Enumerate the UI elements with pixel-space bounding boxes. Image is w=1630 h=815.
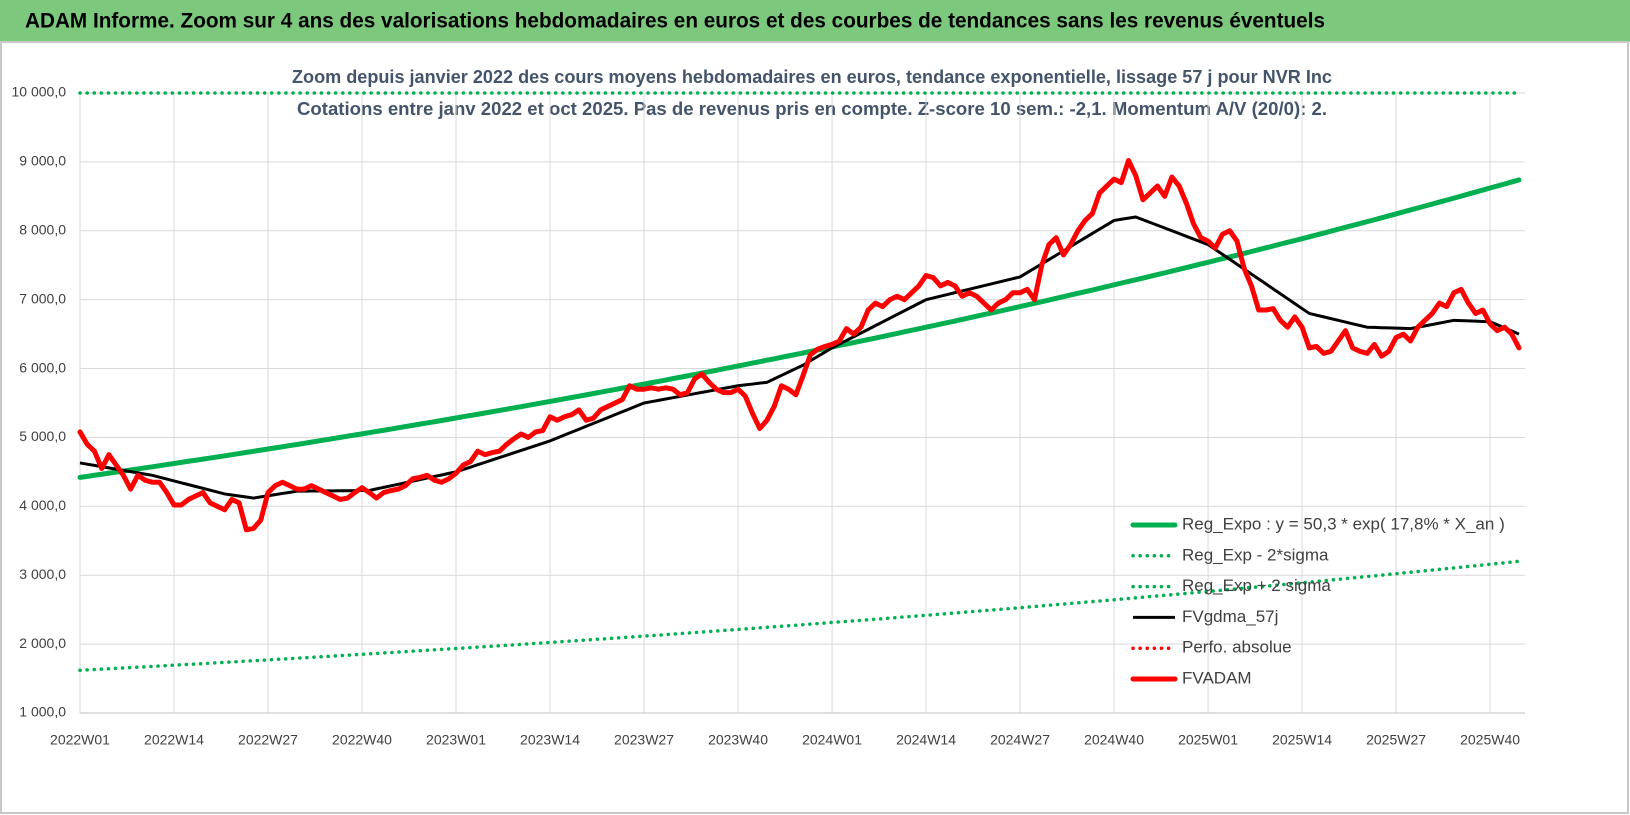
x-tick-label: 2024W01: [802, 732, 862, 748]
x-tick-label: 2023W01: [426, 732, 486, 748]
x-tick-label: 2025W14: [1272, 732, 1332, 748]
x-tick-label: 2023W40: [708, 732, 768, 748]
frame: [0, 41, 1629, 814]
y-tick-label: 9 000,0: [19, 153, 66, 169]
x-tick-label: 2022W14: [144, 732, 204, 748]
y-tick-label: 8 000,0: [19, 221, 66, 237]
series-line: [78, 559, 1521, 673]
x-tick-label: 2025W01: [1178, 732, 1238, 748]
chart-title: Zoom depuis janvier 2022 des cours moyen…: [292, 67, 1332, 87]
y-tick-label: 7 000,0: [19, 290, 66, 306]
y-tick-label: 2 000,0: [19, 635, 66, 651]
x-tick-label: 2022W27: [238, 732, 298, 748]
y-tick-label: 5 000,0: [19, 428, 66, 444]
x-tick-label: 2024W27: [990, 732, 1050, 748]
legend: Reg_Expo : y = 50,3 * exp( 17,8% * X_an …: [1130, 514, 1505, 687]
y-tick-label: 6 000,0: [19, 359, 66, 375]
legend-label: Reg_Exp - 2*sigma: [1182, 545, 1329, 564]
legend-label: Reg_Exp + 2 sigma: [1182, 576, 1331, 595]
plot: [77, 91, 1522, 673]
x-tick-label: 2024W40: [1084, 732, 1144, 748]
x-tick-label: 2025W27: [1366, 732, 1426, 748]
legend-label: Perfo. absolue: [1182, 638, 1292, 657]
series-line: [77, 158, 1522, 533]
x-tick-label: 2024W14: [896, 732, 956, 748]
y-tick-label: 4 000,0: [19, 497, 66, 513]
chart-subtitle: Cotations entre janv 2022 et oct 2025. P…: [297, 99, 1327, 119]
header-title: ADAM Informe. Zoom sur 4 ans des valoris…: [25, 10, 1325, 33]
header-bar: [0, 0, 1630, 42]
legend-label: FVADAM: [1182, 668, 1252, 687]
x-tick-label: 2022W40: [332, 732, 392, 748]
y-tick-label: 10 000,0: [12, 84, 67, 100]
x-tick-label: 2023W14: [520, 732, 580, 748]
x-tick-label: 2025W40: [1460, 732, 1520, 748]
x-tick-label: 2022W01: [50, 732, 110, 748]
y-tick-label: 1 000,0: [19, 704, 66, 720]
series-line: [77, 177, 1522, 480]
legend-label: Reg_Expo : y = 50,3 * exp( 17,8% * X_an …: [1182, 514, 1505, 533]
y-tick-label: 3 000,0: [19, 566, 66, 582]
legend-label: FVgdma_57j: [1182, 607, 1278, 626]
x-tick-label: 2023W27: [614, 732, 674, 748]
